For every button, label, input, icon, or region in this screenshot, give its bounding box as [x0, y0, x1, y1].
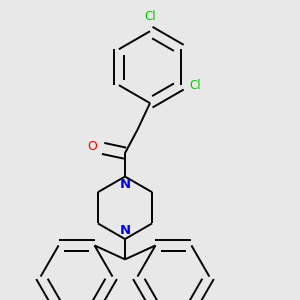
Text: N: N — [119, 178, 130, 191]
Text: Cl: Cl — [189, 79, 201, 92]
Text: O: O — [88, 140, 98, 153]
Text: N: N — [119, 224, 130, 238]
Text: Cl: Cl — [144, 11, 156, 23]
